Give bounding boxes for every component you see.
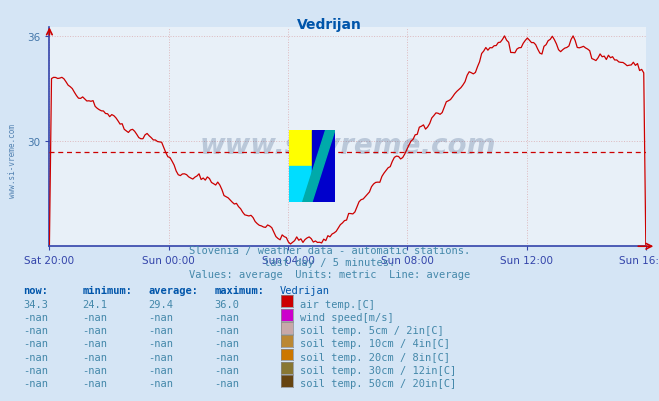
Text: -nan: -nan xyxy=(23,312,48,322)
Text: -nan: -nan xyxy=(148,352,173,362)
Text: -nan: -nan xyxy=(148,378,173,388)
Text: -nan: -nan xyxy=(214,325,239,335)
Text: -nan: -nan xyxy=(82,352,107,362)
Text: -nan: -nan xyxy=(148,338,173,348)
Text: -nan: -nan xyxy=(82,338,107,348)
Text: -nan: -nan xyxy=(82,312,107,322)
Text: -nan: -nan xyxy=(148,312,173,322)
Text: soil temp. 20cm / 8in[C]: soil temp. 20cm / 8in[C] xyxy=(300,352,450,362)
Bar xyxy=(289,131,312,167)
Text: www.si-vreme.com: www.si-vreme.com xyxy=(8,124,17,197)
Text: -nan: -nan xyxy=(82,365,107,375)
Text: -nan: -nan xyxy=(214,338,239,348)
Polygon shape xyxy=(302,131,335,203)
Text: soil temp. 5cm / 2in[C]: soil temp. 5cm / 2in[C] xyxy=(300,325,444,335)
Text: 24.1: 24.1 xyxy=(82,299,107,309)
Text: Vedrijan: Vedrijan xyxy=(297,18,362,32)
Text: -nan: -nan xyxy=(82,325,107,335)
Text: -nan: -nan xyxy=(148,365,173,375)
Text: -nan: -nan xyxy=(23,352,48,362)
Text: maximum:: maximum: xyxy=(214,286,264,296)
Text: -nan: -nan xyxy=(148,325,173,335)
Text: -nan: -nan xyxy=(214,312,239,322)
Text: 36.0: 36.0 xyxy=(214,299,239,309)
Text: average:: average: xyxy=(148,286,198,296)
Text: last day / 5 minutes.: last day / 5 minutes. xyxy=(264,257,395,267)
Text: -nan: -nan xyxy=(214,352,239,362)
Text: -nan: -nan xyxy=(23,365,48,375)
Text: soil temp. 30cm / 12in[C]: soil temp. 30cm / 12in[C] xyxy=(300,365,456,375)
Text: -nan: -nan xyxy=(23,378,48,388)
Text: -nan: -nan xyxy=(23,338,48,348)
Text: Vedrijan: Vedrijan xyxy=(280,286,330,296)
Text: 29.4: 29.4 xyxy=(148,299,173,309)
Text: now:: now: xyxy=(23,286,48,296)
Text: www.si-vreme.com: www.si-vreme.com xyxy=(200,132,496,160)
Text: -nan: -nan xyxy=(214,365,239,375)
Text: air temp.[C]: air temp.[C] xyxy=(300,299,375,309)
Text: -nan: -nan xyxy=(82,378,107,388)
Text: minimum:: minimum: xyxy=(82,286,132,296)
Text: -nan: -nan xyxy=(214,378,239,388)
Text: Slovenia / weather data - automatic stations.: Slovenia / weather data - automatic stat… xyxy=(189,245,470,255)
Bar xyxy=(289,167,312,203)
Text: wind speed[m/s]: wind speed[m/s] xyxy=(300,312,393,322)
Bar xyxy=(312,131,335,203)
Text: soil temp. 50cm / 20in[C]: soil temp. 50cm / 20in[C] xyxy=(300,378,456,388)
Text: Values: average  Units: metric  Line: average: Values: average Units: metric Line: aver… xyxy=(189,269,470,279)
Text: 34.3: 34.3 xyxy=(23,299,48,309)
Text: soil temp. 10cm / 4in[C]: soil temp. 10cm / 4in[C] xyxy=(300,338,450,348)
Text: -nan: -nan xyxy=(23,325,48,335)
